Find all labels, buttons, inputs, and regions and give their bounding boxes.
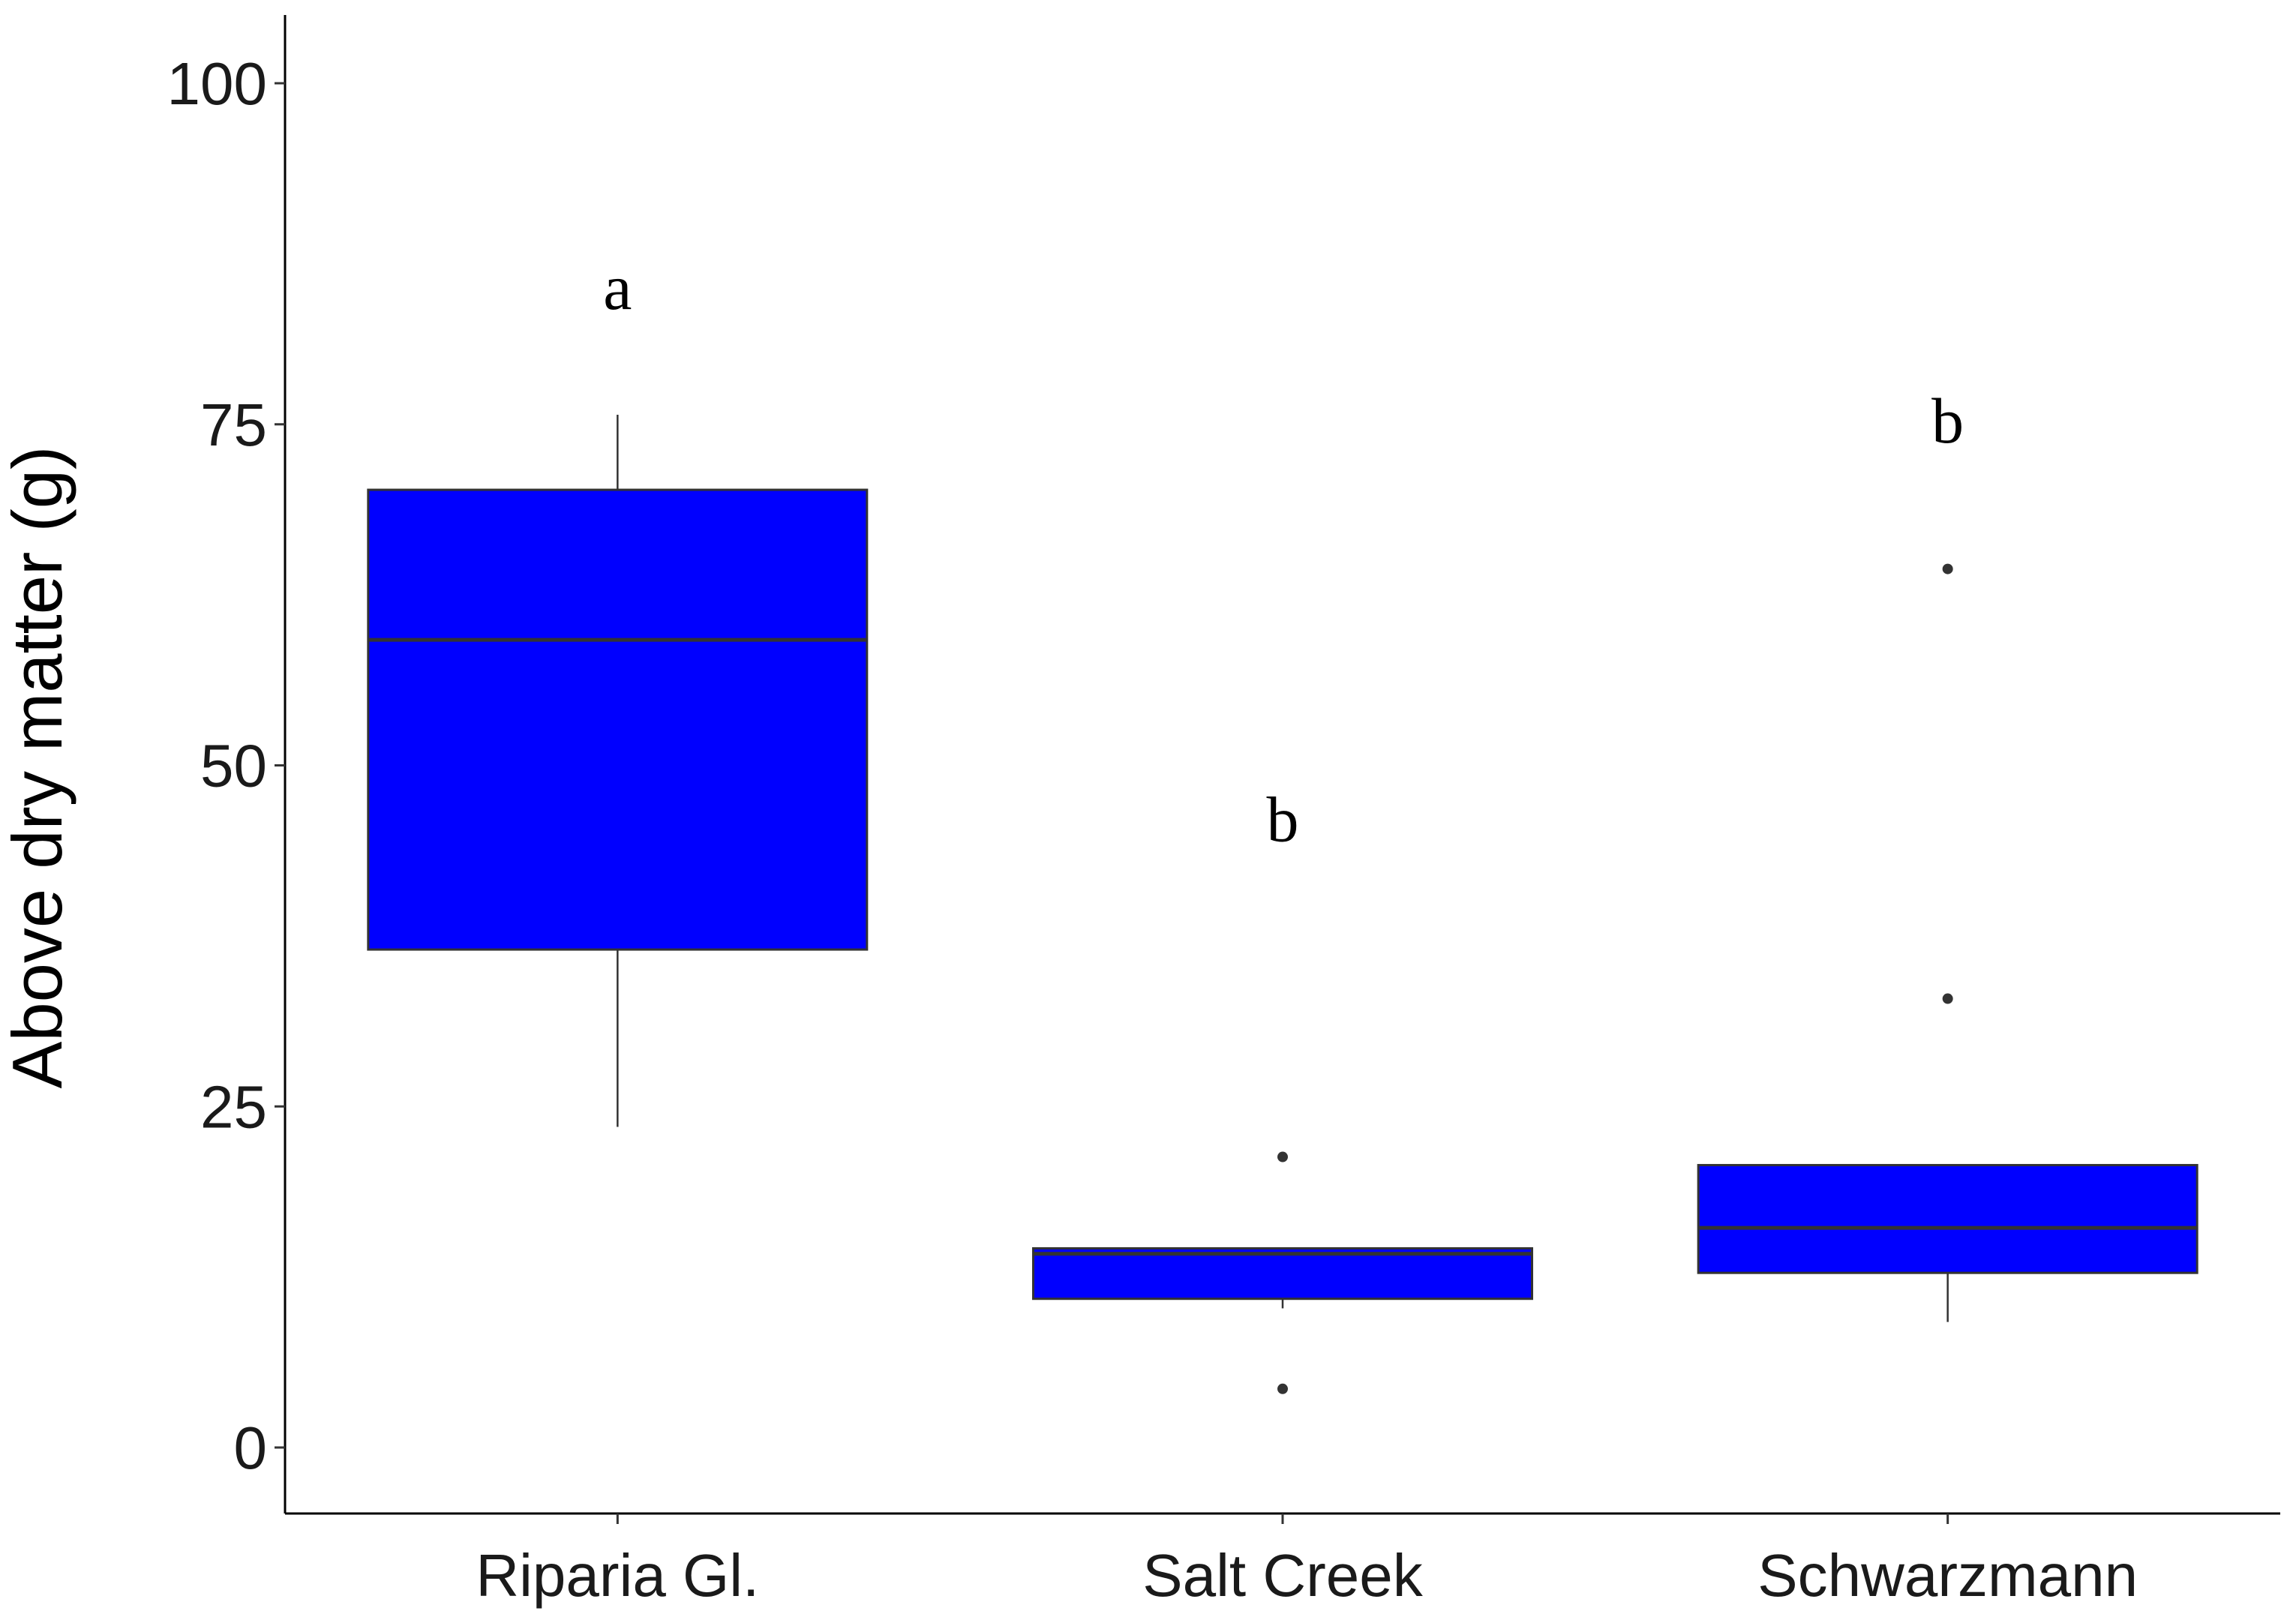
significance-letter: a xyxy=(603,251,632,323)
significance-letter: b xyxy=(1931,385,1964,457)
box-group-salt-creek: b xyxy=(1032,783,1533,1394)
box-group-schwarzmann: b xyxy=(1697,385,2198,1322)
outlier-point xyxy=(1277,1383,1288,1394)
y-tick-label: 0 xyxy=(234,1414,268,1481)
x-tick-label: Salt Creek xyxy=(1142,1542,1423,1609)
y-tick-label: 100 xyxy=(167,50,267,117)
x-tick-label: Riparia Gl. xyxy=(476,1542,759,1609)
outlier-point xyxy=(1942,993,1953,1004)
significance-letter: b xyxy=(1267,783,1299,855)
axes: 0 25 50 75 100 Riparia Gl. Salt Creek Schwarzma… xyxy=(167,15,2280,1609)
outlier-point xyxy=(1942,563,1953,574)
box-group-riparia-gl: a xyxy=(367,251,869,1127)
x-tick-label: Schwarzmann xyxy=(1757,1542,2138,1609)
y-tick-label: 50 xyxy=(200,733,267,800)
outlier-point xyxy=(1277,1151,1288,1162)
y-tick-label: 25 xyxy=(200,1073,267,1140)
box-iqr xyxy=(1032,1246,1533,1300)
plot-area: a b b xyxy=(367,251,2198,1394)
box-iqr xyxy=(1697,1163,2198,1274)
y-axis-title: Above dry matter (g) xyxy=(0,446,77,1089)
box-iqr xyxy=(367,488,869,951)
y-tick-label: 75 xyxy=(200,392,267,458)
